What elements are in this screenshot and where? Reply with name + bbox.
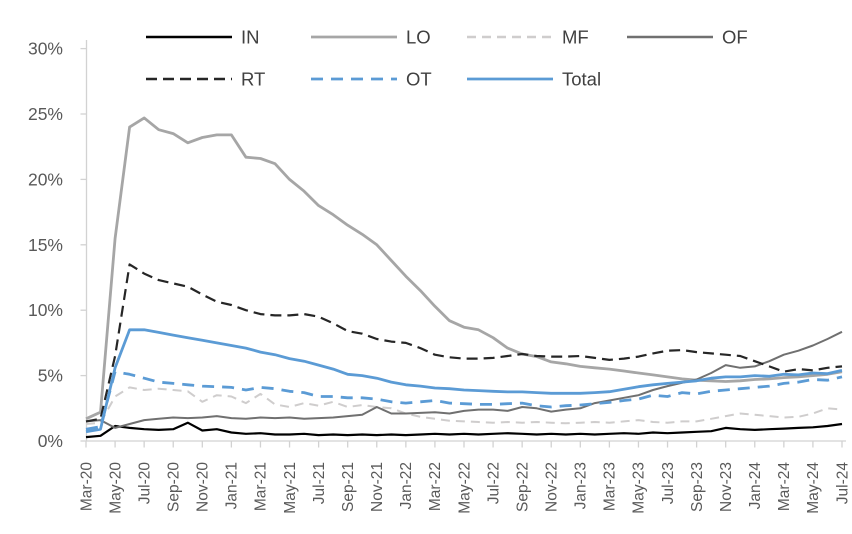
x-tick-label-group: Sep-23 — [689, 462, 706, 512]
x-tick-label-group: Nov-22 — [544, 462, 561, 512]
x-tick-label-group: May-22 — [456, 462, 473, 514]
series-line-RT — [85, 263, 843, 423]
x-tick-label: Jan-23 — [573, 462, 590, 509]
x-tick-label: Nov-22 — [544, 462, 561, 512]
x-tick-label-group: Sep-20 — [166, 462, 183, 512]
legend-item-OT: OT — [311, 68, 432, 89]
x-tick-label: Jul-22 — [485, 462, 502, 504]
series-line-OF — [85, 330, 843, 429]
x-tick-label: Sep-23 — [689, 462, 706, 512]
x-tick-label: Jul-20 — [136, 462, 153, 505]
series-line-IN — [85, 421, 843, 439]
x-tick-label: Jul-23 — [660, 462, 677, 504]
legend-label-OT: OT — [406, 68, 432, 89]
x-tick-label-group: Nov-23 — [718, 462, 735, 512]
x-tick-label-group: May-23 — [631, 462, 648, 514]
series-line-LO — [85, 116, 843, 421]
x-tick-label-group: Jan-21 — [224, 462, 241, 509]
x-tick-label-group: Jan-23 — [573, 462, 590, 509]
x-tick-label-group: Jan-22 — [398, 462, 415, 509]
x-tick-label: Nov-23 — [718, 462, 735, 512]
x-tick-label: Jul-21 — [311, 462, 328, 504]
x-tick-label: Sep-21 — [340, 462, 357, 512]
x-tick-label: Sep-22 — [514, 462, 531, 512]
x-tick-label-group: Jul-20 — [136, 462, 153, 505]
y-tick-label: 15% — [28, 235, 63, 255]
x-tick-label: Mar-23 — [602, 462, 619, 511]
y-tick-label: 20% — [28, 169, 63, 189]
x-tick-label-group: May-24 — [805, 462, 822, 514]
x-tick-label-group: Mar-22 — [427, 462, 444, 511]
legend-label-LO: LO — [406, 26, 431, 47]
legend-item-Total: Total — [467, 68, 601, 89]
x-tick-label: Nov-21 — [369, 462, 386, 512]
x-tick-label-group: Jul-22 — [485, 462, 502, 504]
x-tick-label-group: Jul-24 — [834, 462, 851, 505]
x-tick-label: Jul-24 — [834, 462, 851, 505]
series-line-MF — [85, 386, 843, 425]
x-tick-label-group: May-20 — [107, 462, 124, 514]
legend-label-RT: RT — [241, 68, 265, 89]
x-tick-label: Nov-20 — [195, 462, 212, 512]
x-tick-label: May-21 — [282, 462, 299, 514]
x-tick-label: Sep-20 — [166, 462, 183, 512]
legend-label-Total: Total — [562, 68, 601, 89]
x-tick-label: Mar-22 — [427, 462, 444, 511]
x-tick-label: May-24 — [805, 462, 822, 514]
series-line-Total — [85, 328, 843, 434]
legend-label-MF: MF — [562, 26, 589, 47]
y-tick-label: 5% — [38, 366, 63, 386]
x-tick-label-group: Nov-20 — [195, 462, 212, 512]
x-tick-label-group: Sep-22 — [514, 462, 531, 512]
x-tick-label-group: Sep-21 — [340, 462, 357, 512]
x-tick-label: Jan-21 — [224, 462, 241, 509]
legend-label-IN: IN — [241, 26, 260, 47]
x-tick-label: May-20 — [107, 462, 124, 514]
x-tick-label: Jan-24 — [747, 462, 764, 510]
x-tick-label: Jan-22 — [398, 462, 415, 509]
y-tick-label: 10% — [28, 300, 63, 320]
legend-item-IN: IN — [146, 26, 260, 47]
x-tick-label-group: Mar-23 — [602, 462, 619, 511]
x-tick-label-group: May-21 — [282, 462, 299, 514]
x-tick-label: Mar-20 — [78, 462, 95, 511]
x-tick-label-group: Nov-21 — [369, 462, 386, 512]
x-tick-label: Mar-21 — [253, 462, 270, 511]
legend-item-LO: LO — [311, 26, 431, 47]
x-tick-label-group: Mar-21 — [253, 462, 270, 511]
x-tick-label-group: Mar-20 — [78, 462, 95, 511]
x-tick-label-group: Mar-24 — [776, 462, 793, 511]
x-tick-label: May-23 — [631, 462, 648, 514]
series-line-OT — [85, 370, 843, 431]
legend-item-OF: OF — [627, 26, 748, 47]
x-tick-label: May-22 — [456, 462, 473, 514]
y-tick-label: 25% — [28, 104, 63, 124]
x-tick-label-group: Jan-24 — [747, 462, 764, 510]
legend-item-MF: MF — [467, 26, 589, 47]
legend-label-OF: OF — [722, 26, 748, 47]
x-tick-label-group: Jul-21 — [311, 462, 328, 504]
y-tick-label: 30% — [28, 39, 63, 59]
x-tick-label-group: Jul-23 — [660, 462, 677, 504]
y-tick-label: 0% — [38, 431, 63, 451]
x-tick-label: Mar-24 — [776, 462, 793, 511]
legend-item-RT: RT — [146, 68, 265, 89]
